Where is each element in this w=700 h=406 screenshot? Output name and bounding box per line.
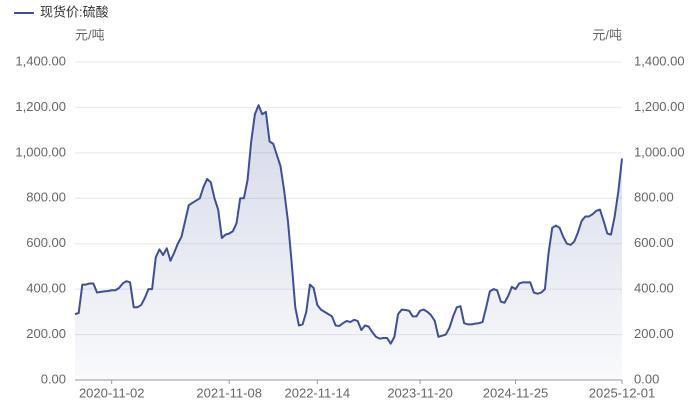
x-tick-label: 2020-11-02 bbox=[79, 385, 145, 400]
y-axis-unit: 元/吨 bbox=[75, 27, 105, 42]
y2-tick-label: 400.00 bbox=[634, 281, 674, 296]
y-tick-label: 0.00 bbox=[41, 371, 66, 386]
x-tick-label: 2021-11-08 bbox=[196, 385, 262, 400]
legend-label: 现货价:硫酸 bbox=[40, 4, 109, 19]
y2-tick-label: 1,200.00 bbox=[634, 99, 685, 114]
y2-tick-label: 800.00 bbox=[634, 190, 674, 205]
x-tick-label: 2022-11-14 bbox=[285, 385, 351, 400]
y2-tick-label: 600.00 bbox=[634, 235, 674, 250]
x-tick-label: 2023-11-20 bbox=[387, 385, 453, 400]
x-tick-label: 2025-12-01 bbox=[589, 385, 656, 400]
line bbox=[74, 104, 623, 345]
area bbox=[75, 105, 622, 380]
y-tick-label: 1,400.00 bbox=[15, 53, 66, 68]
y-tick-label: 600.00 bbox=[26, 235, 66, 250]
y2-tick-label: 0.00 bbox=[634, 371, 659, 386]
y2-tick-label: 200.00 bbox=[634, 326, 674, 341]
y2-tick-label: 1,000.00 bbox=[634, 144, 685, 159]
y-tick-label: 400.00 bbox=[26, 281, 66, 296]
y2-axis-unit: 元/吨 bbox=[592, 27, 622, 42]
y-tick-label: 200.00 bbox=[26, 326, 66, 341]
y-tick-label: 1,000.00 bbox=[15, 144, 66, 159]
y-tick-label: 1,200.00 bbox=[15, 99, 66, 114]
y2-tick-label: 1,400.00 bbox=[634, 53, 685, 68]
x-tick-label: 2024-11-25 bbox=[483, 385, 549, 400]
y-tick-label: 800.00 bbox=[26, 190, 66, 205]
